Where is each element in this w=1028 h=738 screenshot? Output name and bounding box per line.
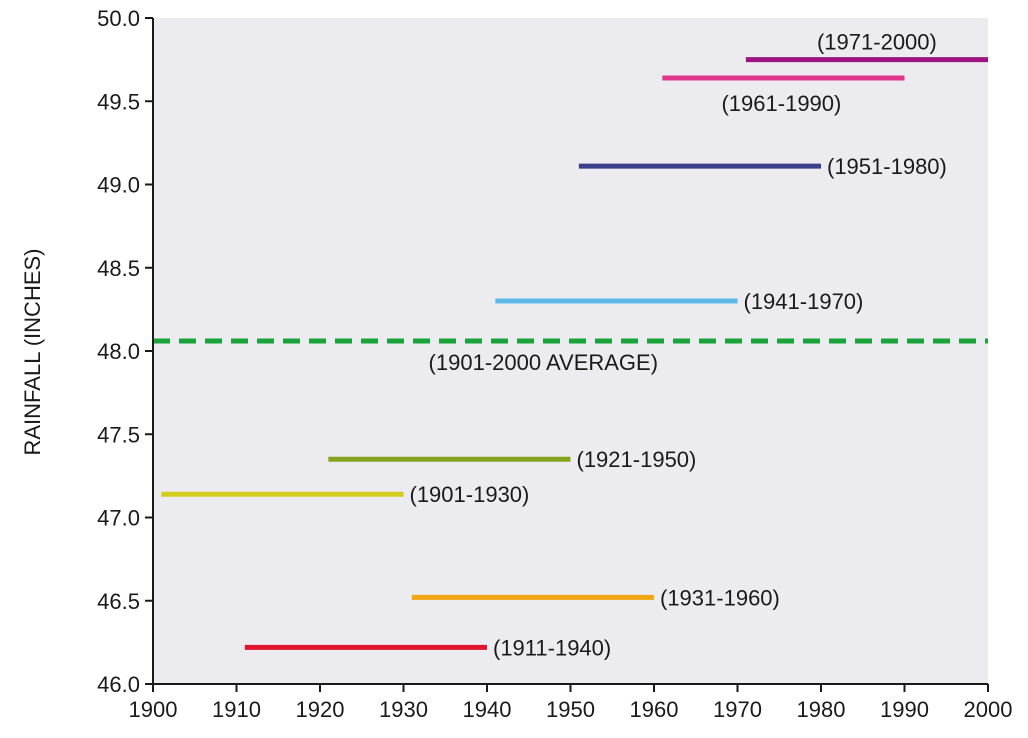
segment-label-1901-1930: (1901-1930)	[410, 482, 530, 507]
average-line-label: (1901-2000 AVERAGE)	[429, 350, 659, 375]
y-tick-label: 46.0	[97, 672, 140, 697]
reference-layer: (1901-2000 AVERAGE)	[153, 338, 988, 375]
x-tick-label: 1940	[463, 697, 512, 722]
x-tick-label: 2000	[964, 697, 1013, 722]
segment-label-1941-1970: (1941-1970)	[744, 289, 864, 314]
x-tick-label: 1990	[880, 697, 929, 722]
segment-label-1931-1960: (1931-1960)	[660, 585, 780, 610]
segment-label-1971-2000: (1971-2000)	[817, 30, 937, 55]
y-tick-label: 50.0	[97, 6, 140, 31]
y-tick-label: 48.0	[97, 339, 140, 364]
x-tick-label: 1920	[296, 697, 345, 722]
y-axis-label: RAINFALL (INCHES)	[20, 248, 45, 455]
segment-label-1911-1940: (1911-1940)	[493, 635, 611, 660]
y-tick-label: 48.5	[97, 256, 140, 281]
x-tick-label: 1910	[212, 697, 261, 722]
x-tick-label: 1950	[546, 697, 595, 722]
y-tick-label: 49.0	[97, 173, 140, 198]
y-tick-label: 46.5	[97, 589, 140, 614]
y-tick-label: 49.5	[97, 89, 140, 114]
x-tick-label: 1960	[630, 697, 679, 722]
y-tick-label: 47.5	[97, 422, 140, 447]
plot-area	[153, 18, 988, 684]
y-tick-label: 47.0	[97, 506, 140, 531]
x-tick-label: 1900	[129, 697, 178, 722]
segment-label-1921-1950: (1921-1950)	[577, 447, 697, 472]
series-layer: (1901-1930) (1911-1940) (1921-1950) (1931-1…	[161, 30, 988, 660]
x-tick-label: 1980	[797, 697, 846, 722]
segment-label-1951-1980: (1951-1980)	[827, 154, 947, 179]
axes: 46.0 46.5 47.0 47.5 48.0 48.5 49.0 49.5 50.0 1900…	[97, 6, 1012, 722]
x-tick-label: 1930	[379, 697, 428, 722]
x-tick-label: 1970	[713, 697, 762, 722]
segment-label-1961-1990: (1961-1990)	[721, 91, 841, 116]
